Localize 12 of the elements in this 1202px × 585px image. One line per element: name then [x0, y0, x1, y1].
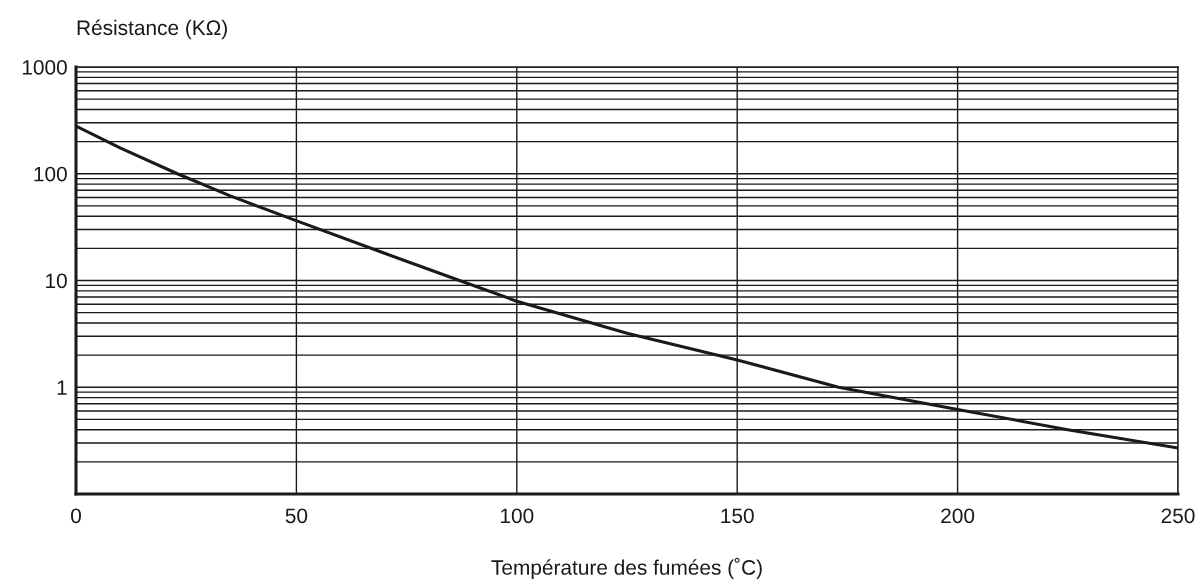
x-tick-label: 50 — [285, 508, 308, 524]
y-tick-label: 1000 — [22, 60, 67, 75]
y-tick-label: 100 — [34, 166, 67, 182]
x-tick-label: 200 — [941, 508, 975, 524]
y-tick-label: 10 — [46, 273, 67, 289]
x-tick-label: 0 — [71, 508, 81, 524]
x-tick-label: 150 — [721, 508, 754, 524]
y-tick-label: 1 — [57, 380, 67, 395]
x-tick-label: 100 — [501, 508, 534, 524]
y-axis-title: Résistance (KΩ) — [77, 19, 227, 40]
x-tick-label: 250 — [1161, 508, 1195, 524]
x-axis-title: Température des fumées (˚C) — [491, 557, 762, 579]
